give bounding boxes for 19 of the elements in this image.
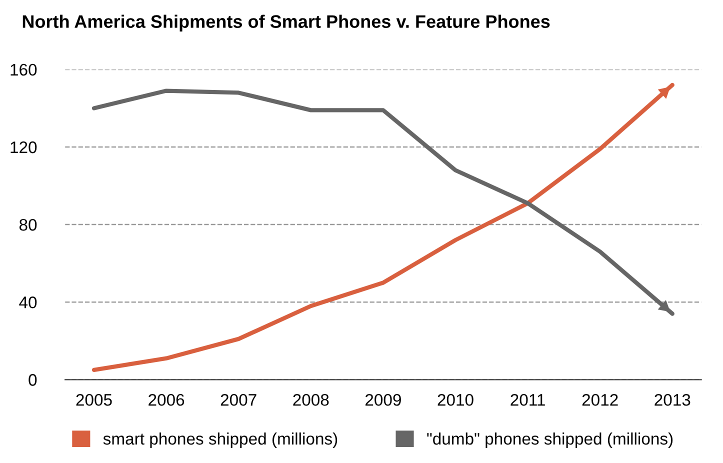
legend-label: "dumb" phones shipped (millions) — [427, 432, 673, 448]
x-tick-label: 2012 — [582, 394, 618, 406]
x-tick-label: 2006 — [148, 394, 184, 406]
y-tick-label: 40 — [19, 296, 37, 308]
legend-label: smart phones shipped (millions) — [103, 432, 338, 448]
x-tick-label: 2013 — [654, 394, 690, 406]
x-tick-label: 2008 — [293, 394, 329, 406]
line-series — [92, 88, 674, 316]
chart-title: North America Shipments of Smart Phones v. Feature Phones — [22, 14, 550, 32]
x-tick-label: 2007 — [220, 394, 256, 406]
x-tick-label: 2005 — [76, 394, 112, 406]
y-tick-label: 120 — [10, 141, 37, 154]
y-tick-label: 0 — [28, 374, 37, 386]
x-tick-label: 2010 — [438, 394, 474, 406]
x-tick-label: 2011 — [510, 394, 545, 406]
y-tick-label: 80 — [19, 218, 37, 231]
x-tick-label: 2009 — [365, 394, 401, 406]
line-series — [92, 82, 674, 372]
y-tick-label: 160 — [10, 64, 37, 76]
